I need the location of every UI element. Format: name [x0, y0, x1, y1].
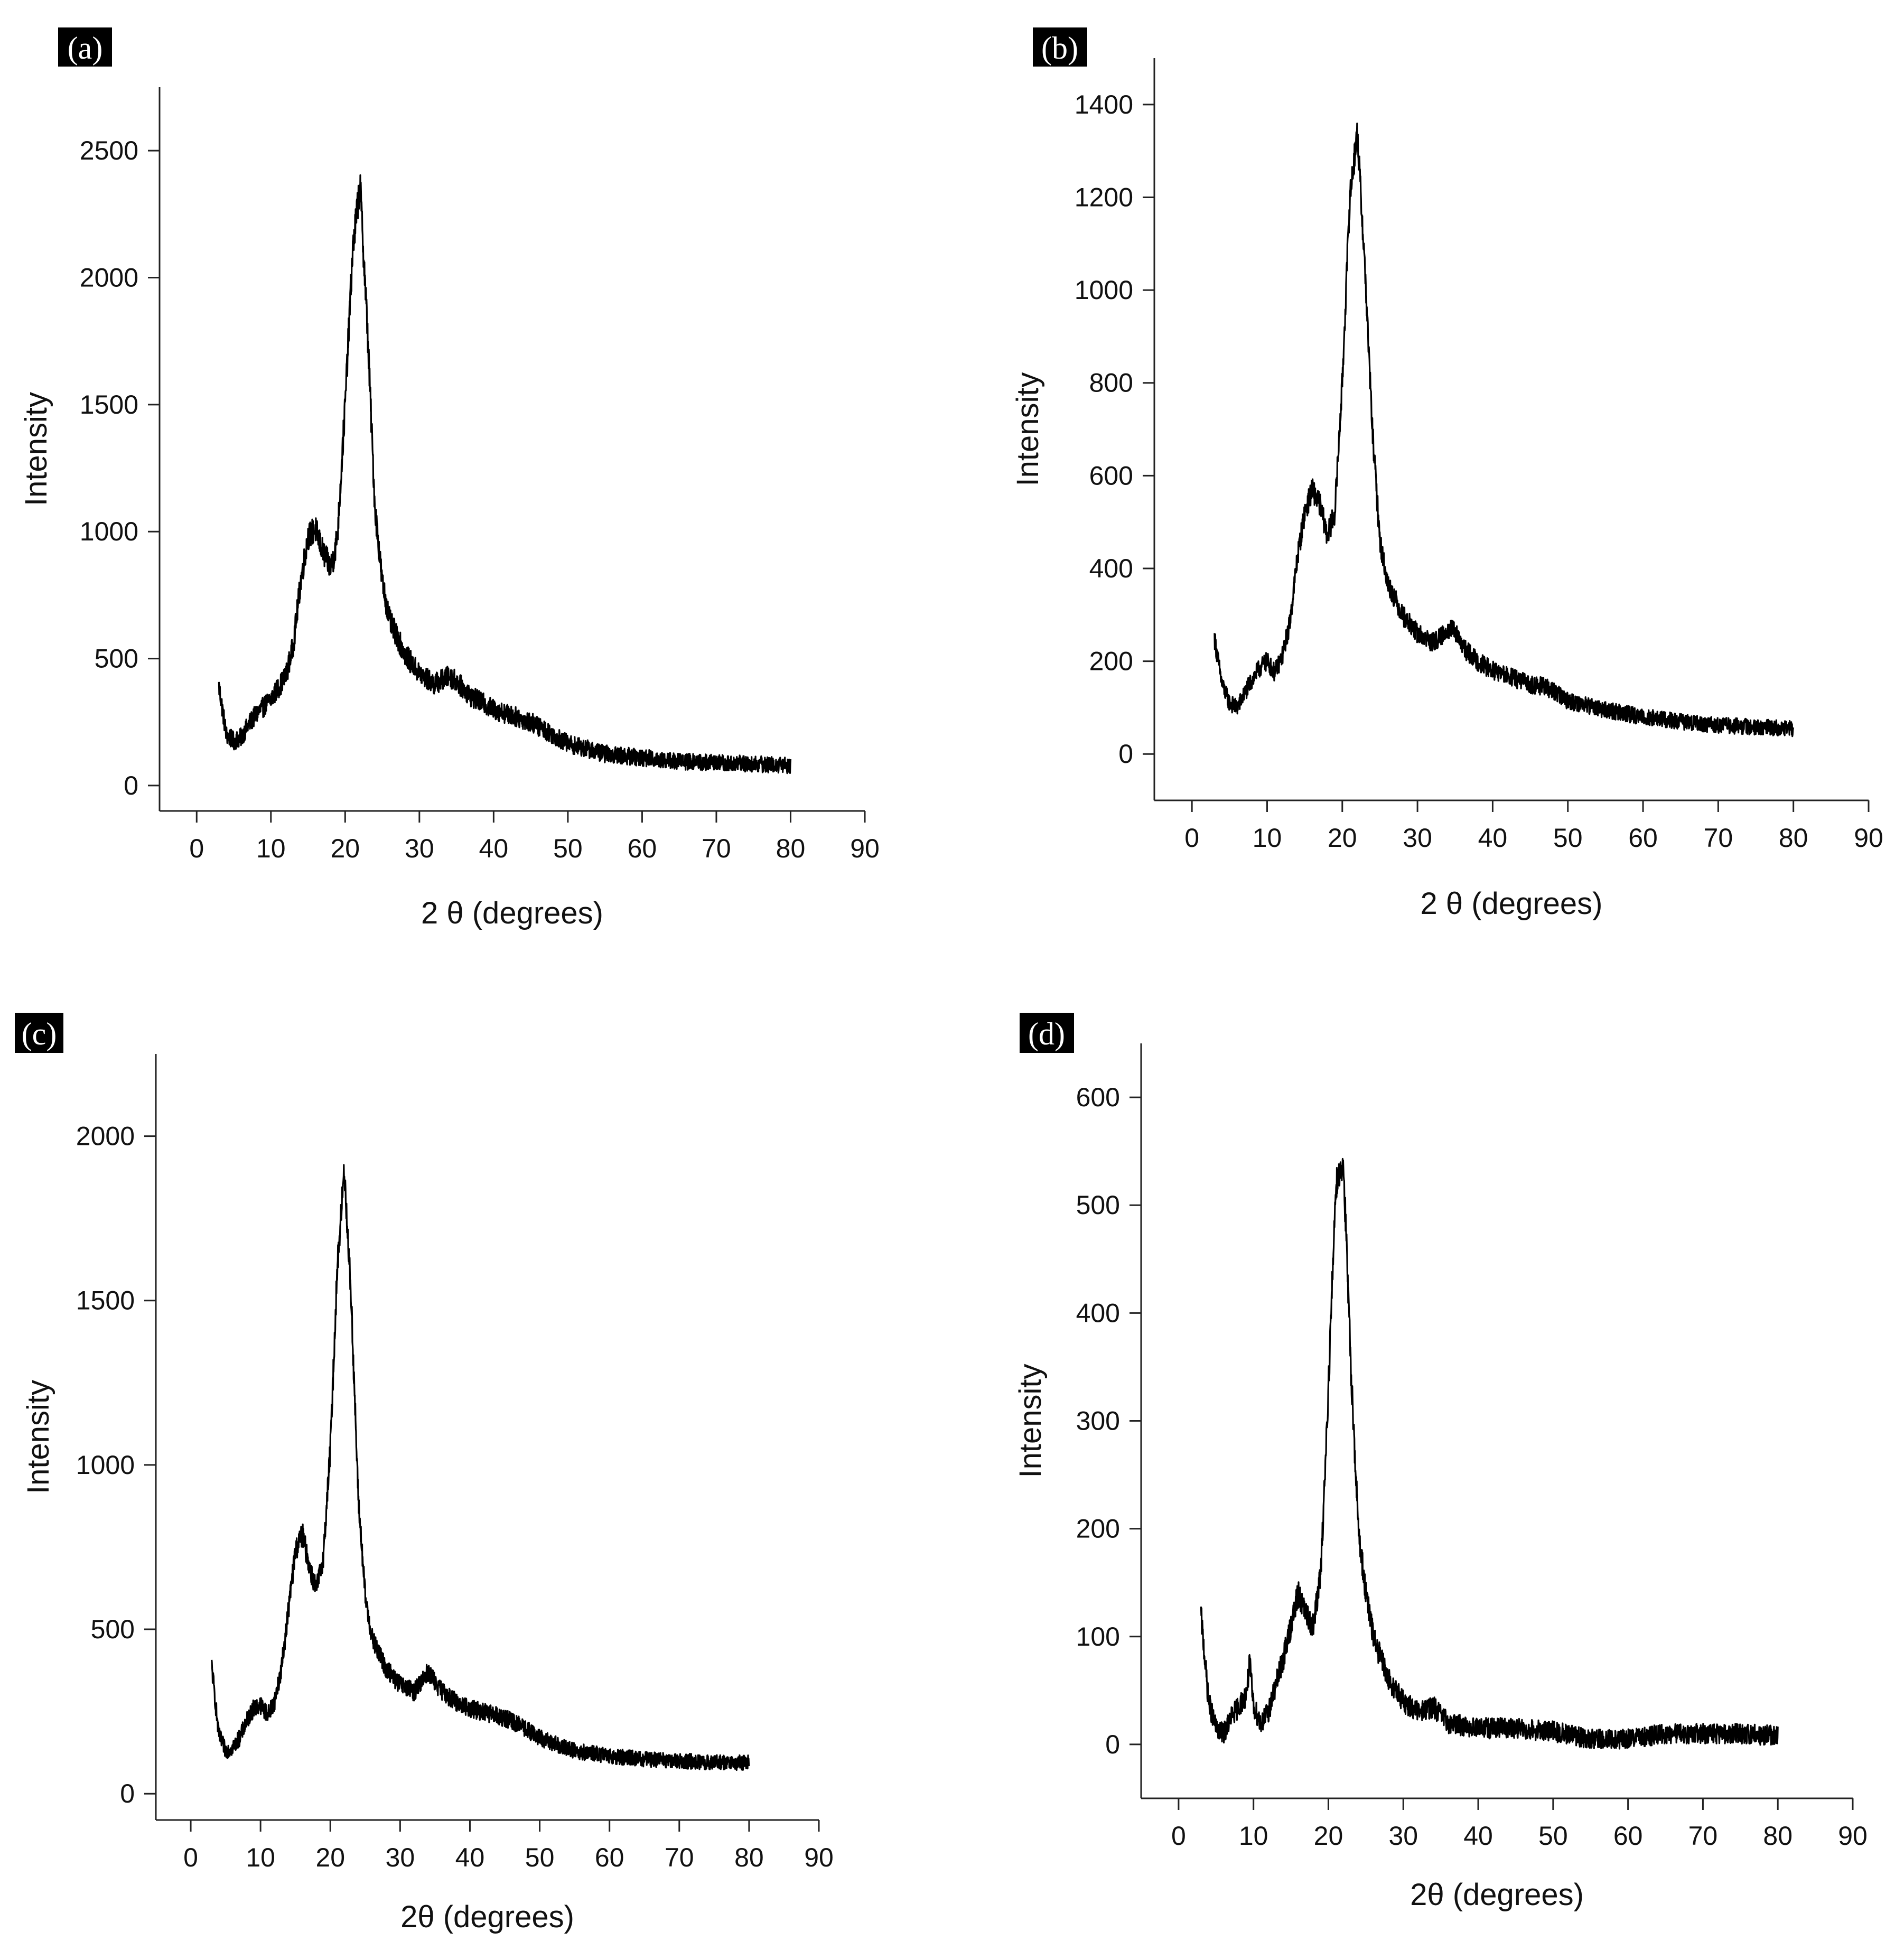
chart-panel-d: (d) 0 10 20 30 40 50 60 70 80 90 0 100 200 300 400 500 6…: [1013, 1013, 1868, 1912]
y-tick-label: 1500: [76, 1286, 135, 1315]
x-tick-label: 90: [1838, 1821, 1868, 1851]
x-tick-label: 90: [1854, 823, 1883, 853]
y-tick-label: 800: [1089, 368, 1133, 398]
x-tick-label: 10: [256, 834, 286, 863]
x-axis-title: 2 θ (degrees): [1421, 886, 1603, 921]
xrd-series-line: [218, 174, 792, 774]
y-tick-label: 400: [1089, 554, 1133, 583]
x-tick-label: 80: [1779, 823, 1808, 853]
y-tick-label: 300: [1076, 1406, 1120, 1436]
x-tick-label: 40: [1478, 823, 1508, 853]
x-tick-label: 30: [386, 1843, 415, 1872]
x-tick-label: 30: [1388, 1821, 1418, 1851]
x-axis-title: 2θ (degrees): [400, 1900, 574, 1934]
y-tick-label: 200: [1089, 647, 1133, 676]
y-axis-title: Intensity: [1013, 1364, 1048, 1478]
x-tick-label: 20: [1328, 823, 1357, 853]
x-tick-label: 10: [1239, 1821, 1268, 1851]
x-tick-label: 50: [553, 834, 583, 863]
y-tick-label: 1000: [76, 1450, 135, 1480]
y-tick-label: 0: [1105, 1730, 1120, 1759]
x-tick-label: 80: [1763, 1821, 1793, 1851]
y-tick-label: 600: [1089, 461, 1133, 490]
x-tick-label: 30: [405, 834, 434, 863]
y-tick-label: 0: [1118, 739, 1133, 769]
x-tick-label: 50: [525, 1843, 555, 1872]
x-tick-label: 0: [1171, 1821, 1186, 1851]
x-tick-label: 20: [331, 834, 360, 863]
y-tick-label: 1500: [80, 390, 138, 419]
x-tick-label: 70: [665, 1843, 694, 1872]
x-tick-label: 70: [1688, 1821, 1718, 1851]
x-tick-label: 40: [455, 1843, 485, 1872]
y-tick-label: 400: [1076, 1298, 1120, 1328]
y-tick-label: 200: [1076, 1514, 1120, 1544]
xrd-series-line: [1213, 123, 1795, 738]
y-tick-label: 500: [91, 1614, 135, 1644]
x-tick-label: 90: [850, 834, 880, 863]
plot-area: 0 10 20 30 40 50 60 70 80 90 0 100 200 300 400 500 600 2θ…: [1013, 1043, 1868, 1912]
x-tick-label: 80: [776, 834, 806, 863]
x-tick-label: 0: [189, 834, 204, 863]
y-tick-label: 600: [1076, 1082, 1120, 1112]
y-axis-title: Intensity: [19, 392, 53, 506]
plot-area: 0 10 20 30 40 50 60 70 80 90 0 500 1000 1500 2000 2500 2…: [19, 87, 880, 930]
x-tick-label: 60: [1613, 1821, 1643, 1851]
plot-area: 0 10 20 30 40 50 60 70 80 90 0 500 1000 1500 2000 2θ (d…: [21, 1054, 834, 1934]
chart-panel-c: (c) 0 10 20 30 40 50 60 70 80 90 0 500 1000 1500 2000 2…: [15, 1013, 834, 1934]
y-tick-label: 2500: [80, 136, 138, 165]
x-tick-label: 0: [183, 1843, 198, 1872]
y-tick-label: 0: [120, 1779, 135, 1808]
x-tick-label: 20: [315, 1843, 345, 1872]
y-tick-label: 500: [1076, 1190, 1120, 1220]
x-tick-label: 70: [702, 834, 731, 863]
y-axis-title: Intensity: [21, 1380, 55, 1494]
panel-label: (b): [1041, 31, 1078, 66]
plot-area: 0 10 20 30 40 50 60 70 80 90 0 200 400 600 800 1000 1200…: [1011, 58, 1883, 921]
x-tick-label: 30: [1403, 823, 1432, 853]
x-tick-label: 10: [246, 1843, 275, 1872]
y-tick-label: 1400: [1075, 90, 1133, 119]
x-tick-label: 10: [1253, 823, 1282, 853]
x-tick-label: 50: [1553, 823, 1583, 853]
chart-panel-a: (a) 0 10 20 30 40 50 60 70 80 90 0 500 1000 1500 2000 2…: [19, 27, 880, 930]
x-tick-label: 60: [595, 1843, 624, 1872]
y-tick-label: 100: [1076, 1622, 1120, 1651]
x-tick-label: 60: [1628, 823, 1658, 853]
y-axis-title: Intensity: [1011, 372, 1045, 487]
xrd-series-line: [1200, 1158, 1779, 1750]
y-tick-label: 2000: [80, 263, 138, 293]
chart-panel-b: (b) 0 10 20 30 40 50 60 70 80 90 0 200 400 600 800 1000…: [1011, 27, 1883, 921]
x-tick-label: 40: [1463, 1821, 1493, 1851]
x-tick-label: 60: [628, 834, 657, 863]
x-tick-label: 80: [734, 1843, 764, 1872]
y-tick-label: 1200: [1075, 182, 1133, 212]
xrd-series-line: [211, 1164, 750, 1771]
x-tick-label: 70: [1704, 823, 1733, 853]
x-axis-title: 2θ (degrees): [1410, 1878, 1584, 1912]
y-tick-label: 2000: [76, 1122, 135, 1151]
x-tick-label: 40: [479, 834, 509, 863]
x-axis-title: 2 θ (degrees): [421, 896, 603, 930]
y-tick-label: 500: [95, 644, 138, 674]
x-tick-label: 0: [1184, 823, 1199, 853]
y-tick-label: 1000: [80, 517, 138, 546]
y-tick-label: 1000: [1075, 275, 1133, 305]
x-tick-label: 50: [1538, 1821, 1568, 1851]
panel-label: (d): [1028, 1016, 1065, 1051]
panel-label: (c): [22, 1016, 57, 1051]
x-tick-label: 20: [1314, 1821, 1343, 1851]
x-tick-label: 90: [804, 1843, 834, 1872]
panel-label: (a): [68, 31, 103, 66]
y-tick-label: 0: [124, 771, 138, 800]
